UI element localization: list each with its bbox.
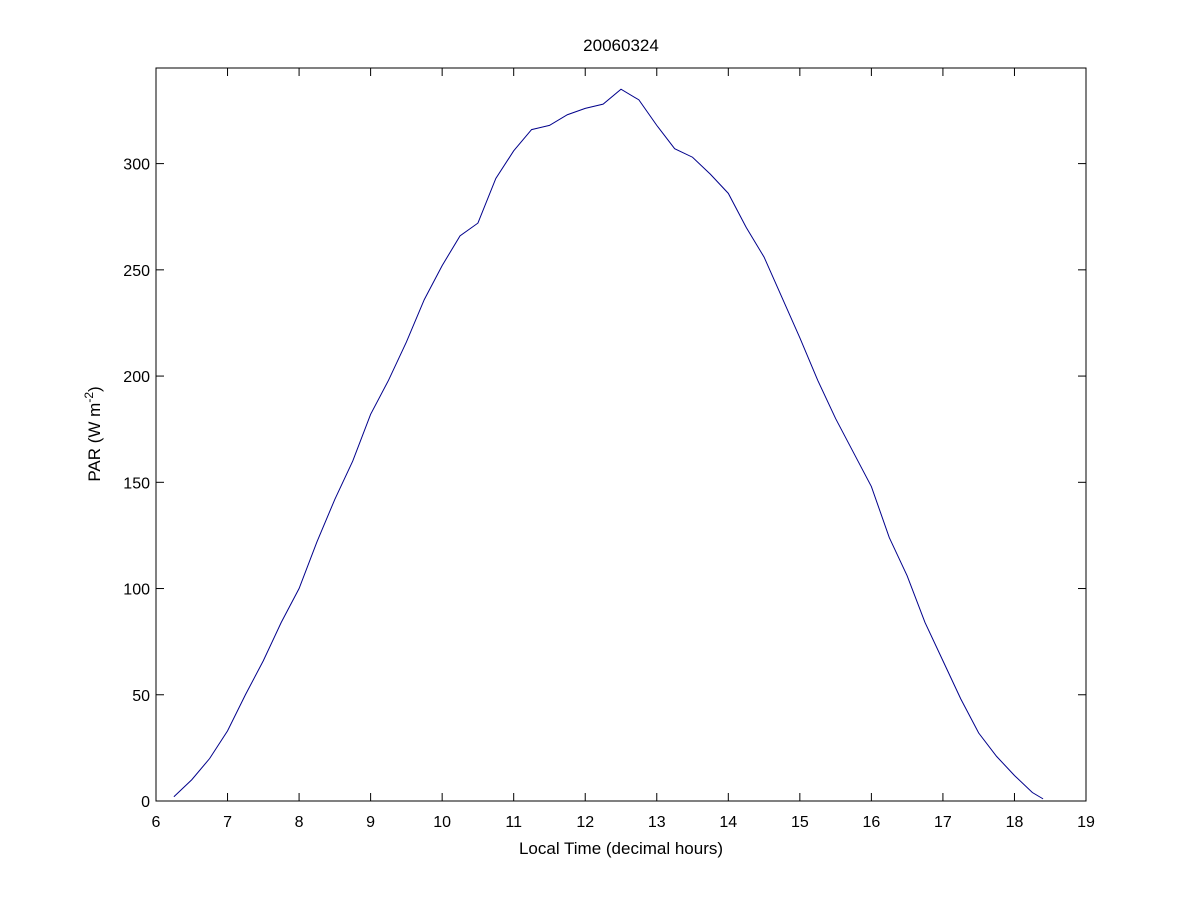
x-tick-label: 16: [862, 814, 880, 831]
y-tick-label: 100: [123, 582, 150, 599]
y-tick-label: 150: [123, 475, 150, 492]
y-axis-label-superscript: -2: [82, 392, 96, 403]
y-axis-label: PAR (W m-2): [82, 386, 104, 481]
x-tick-labels: 6 7 8 9 10 11 12 13 14 15 16 17 18 19: [152, 814, 1095, 831]
x-tick-label: 19: [1077, 814, 1095, 831]
y-axis-label-close: ): [85, 386, 104, 392]
x-tick-label: 6: [152, 814, 161, 831]
y-axis-label-main: PAR (W m: [85, 403, 104, 482]
x-tick-label: 15: [791, 814, 809, 831]
y-tick-label: 0: [141, 794, 150, 811]
x-tick-label: 18: [1006, 814, 1024, 831]
y-tick-label: 50: [132, 688, 150, 705]
y-tick-label: 300: [123, 157, 150, 174]
x-tick-label: 13: [648, 814, 666, 831]
x-tick-label: 7: [223, 814, 232, 831]
axis-ticks: [155, 68, 1087, 802]
x-tick-label: 14: [719, 814, 737, 831]
x-tick-label: 17: [934, 814, 952, 831]
x-tick-label: 8: [295, 814, 304, 831]
x-tick-label: 11: [505, 814, 522, 831]
x-tick-label: 12: [576, 814, 594, 831]
series-line: [173, 88, 1044, 800]
x-tick-label: 10: [433, 814, 451, 831]
y-tick-label: 200: [123, 369, 150, 386]
y-tick-label: 250: [123, 263, 150, 280]
plot-background: [156, 68, 1086, 801]
x-axis-label: Local Time (decimal hours): [519, 839, 723, 858]
plot-frame: [155, 67, 1087, 802]
y-tick-labels: 0 50 100 150 200 250 300: [123, 157, 150, 811]
chart-title: 20060324: [583, 36, 659, 55]
x-tick-label: 9: [366, 814, 375, 831]
